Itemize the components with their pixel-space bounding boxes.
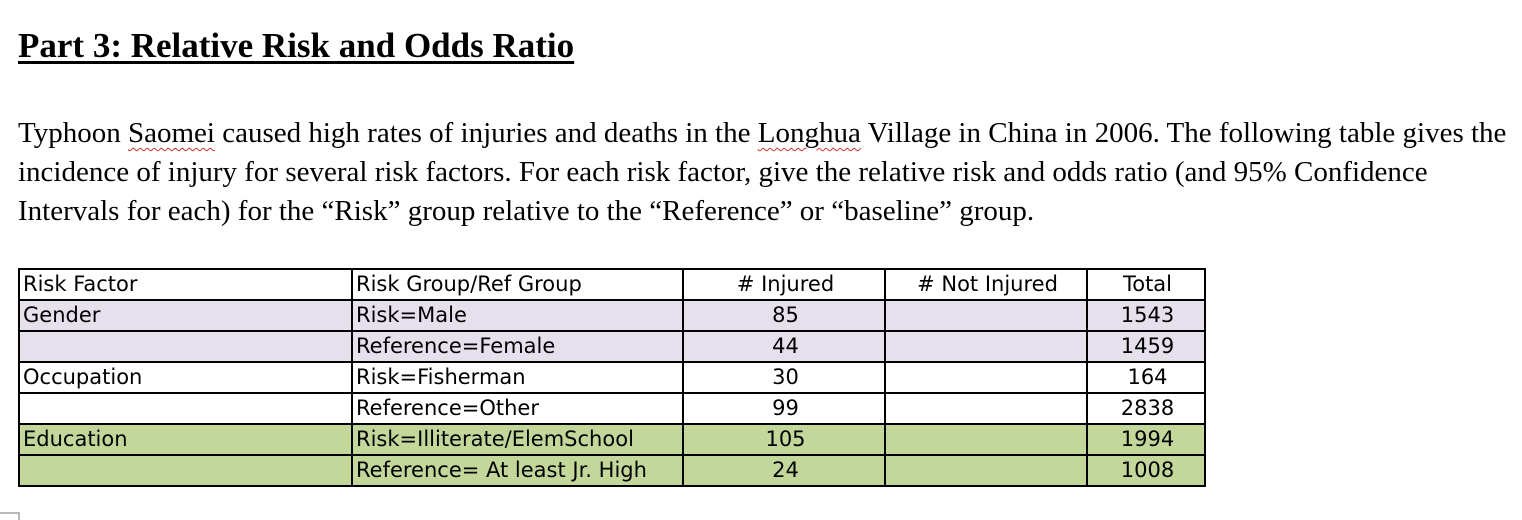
cell-risk-group[interactable]: Reference=Female: [351, 330, 684, 363]
selection-corner-marker: [0, 512, 20, 520]
cell-not-injured[interactable]: [884, 454, 1088, 487]
cell-injured[interactable]: 105: [682, 423, 886, 456]
table-row: Education Risk=Illiterate/ElemSchool 105…: [18, 423, 1206, 456]
cell-total[interactable]: 1994: [1086, 423, 1206, 456]
table-row: Reference=Female 44 1459: [18, 330, 1206, 363]
cell-risk-group[interactable]: Risk=Illiterate/ElemSchool: [351, 423, 684, 456]
cell-risk-group[interactable]: Risk=Fisherman: [351, 361, 684, 394]
cell-injured[interactable]: 30: [682, 361, 886, 394]
cell-risk-factor[interactable]: Occupation: [18, 361, 353, 394]
section-heading: Part 3: Relative Risk and Odds Ratio: [18, 26, 575, 65]
table-row: Reference=Other 99 2838: [18, 392, 1206, 425]
cell-not-injured[interactable]: [884, 392, 1088, 425]
table-header-row: Risk Factor Risk Group/Ref Group # Injur…: [18, 268, 1206, 301]
cell-risk-factor[interactable]: [18, 330, 353, 363]
cell-total[interactable]: 1008: [1086, 454, 1206, 487]
cell-injured[interactable]: 24: [682, 454, 886, 487]
paragraph-text-1: Typhoon: [18, 117, 128, 149]
cell-risk-factor[interactable]: [18, 392, 353, 425]
cell-injured[interactable]: 85: [682, 299, 886, 332]
cell-total[interactable]: 2838: [1086, 392, 1206, 425]
cell-total[interactable]: 164: [1086, 361, 1206, 394]
cell-risk-group[interactable]: Reference= At least Jr. High: [351, 454, 684, 487]
header-risk-factor[interactable]: Risk Factor: [18, 268, 353, 301]
table-row: Reference= At least Jr. High 24 1008: [18, 454, 1206, 487]
cell-total[interactable]: 1459: [1086, 330, 1206, 363]
risk-factor-table: Risk Factor Risk Group/Ref Group # Injur…: [18, 268, 1206, 487]
cell-risk-group[interactable]: Risk=Male: [351, 299, 684, 332]
table-row: Occupation Risk=Fisherman 30 164: [18, 361, 1206, 394]
misspelled-word-longhua[interactable]: Longhua: [757, 117, 861, 149]
cell-not-injured[interactable]: [884, 299, 1088, 332]
problem-paragraph: Typhoon Saomei caused high rates of inju…: [18, 114, 1518, 231]
header-not-injured[interactable]: # Not Injured: [884, 268, 1088, 301]
cell-not-injured[interactable]: [884, 330, 1088, 363]
table-row: Gender Risk=Male 85 1543: [18, 299, 1206, 332]
cell-risk-factor[interactable]: [18, 454, 353, 487]
paragraph-text-3: Village in China in 2006. The following …: [18, 117, 1507, 227]
cell-injured[interactable]: 44: [682, 330, 886, 363]
cell-risk-factor[interactable]: Gender: [18, 299, 353, 332]
cell-total[interactable]: 1543: [1086, 299, 1206, 332]
cell-not-injured[interactable]: [884, 423, 1088, 456]
header-risk-group[interactable]: Risk Group/Ref Group: [351, 268, 684, 301]
misspelled-word-saomei[interactable]: Saomei: [127, 117, 215, 149]
header-total[interactable]: Total: [1086, 268, 1206, 301]
paragraph-text-2: caused high rates of injuries and deaths…: [214, 117, 758, 149]
cell-risk-factor[interactable]: Education: [18, 423, 353, 456]
header-injured[interactable]: # Injured: [682, 268, 886, 301]
cell-injured[interactable]: 99: [682, 392, 886, 425]
cell-risk-group[interactable]: Reference=Other: [351, 392, 684, 425]
cell-not-injured[interactable]: [884, 361, 1088, 394]
